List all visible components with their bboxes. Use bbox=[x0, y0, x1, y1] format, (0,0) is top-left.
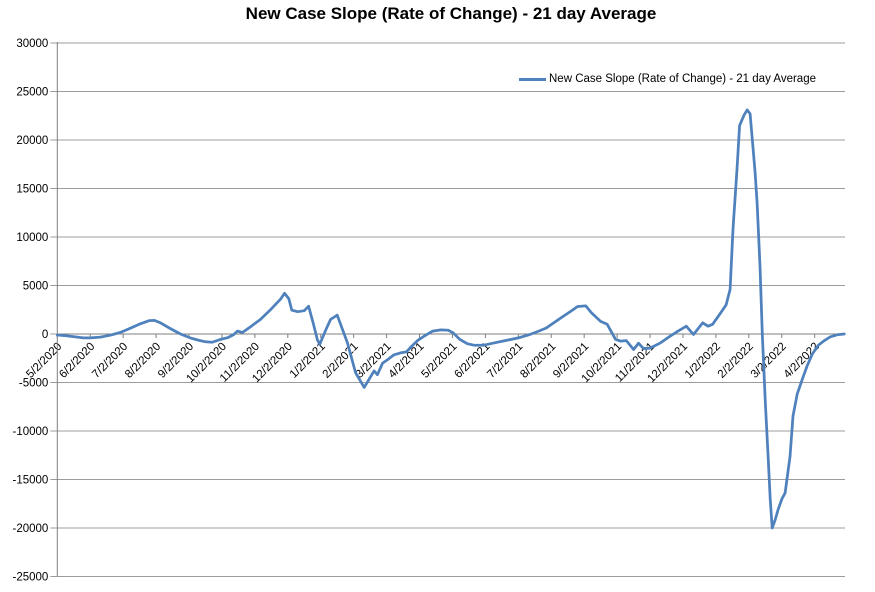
y-axis-label: 20000 bbox=[16, 135, 48, 147]
y-axis-label: -15000 bbox=[12, 475, 48, 487]
y-axis-label: -10000 bbox=[12, 426, 48, 438]
y-axis-label: 15000 bbox=[16, 184, 48, 196]
series-line bbox=[55, 108, 846, 530]
y-axis-label: 25000 bbox=[16, 87, 48, 99]
y-axis-label: -25000 bbox=[12, 572, 48, 584]
legend-line-sample bbox=[519, 77, 546, 81]
legend: New Case Slope (Rate of Change) - 21 day… bbox=[519, 73, 816, 85]
y-axis-label: 0 bbox=[42, 329, 48, 341]
y-axis-label: -5000 bbox=[19, 378, 48, 390]
y-axis-label: -20000 bbox=[12, 523, 48, 535]
legend-label: New Case Slope (Rate of Change) - 21 day… bbox=[549, 73, 816, 85]
chart-title: New Case Slope (Rate of Change) - 21 day… bbox=[245, 4, 657, 23]
y-axis-label: 10000 bbox=[16, 232, 48, 244]
y-axis-label: 30000 bbox=[16, 38, 48, 50]
y-axis-label: 5000 bbox=[23, 281, 49, 293]
